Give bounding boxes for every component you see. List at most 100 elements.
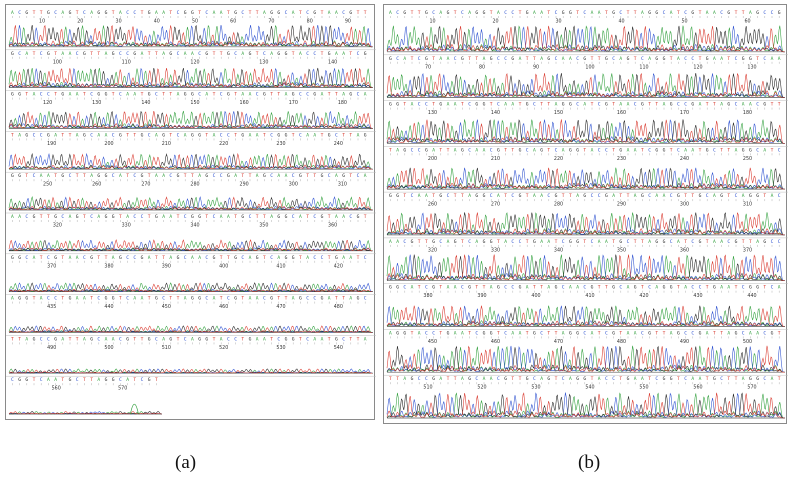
base-call-letter: A	[177, 92, 180, 98]
base-call-letter: C	[670, 239, 673, 245]
base-call-letter: G	[576, 147, 579, 153]
base-call-letter: C	[119, 377, 122, 383]
base-call-letter: T	[627, 193, 630, 199]
base-call-letter: G	[119, 132, 122, 138]
base-call-letter: G	[148, 377, 151, 383]
base-call-letter: C	[313, 214, 316, 220]
base-call-letter: T	[605, 285, 608, 291]
base-call-letter: A	[691, 376, 694, 382]
base-call-letter: A	[105, 336, 108, 342]
base-call-letter: A	[313, 132, 316, 138]
position-label: 150	[554, 110, 563, 116]
base-call-letter: A	[439, 10, 442, 16]
base-call-letter: G	[198, 214, 201, 220]
position-label: 320	[53, 223, 62, 229]
base-call-letter: T	[40, 10, 43, 16]
base-call-letter: T	[299, 336, 302, 342]
base-call-letter: A	[540, 56, 543, 62]
base-call-letter: G	[299, 296, 302, 302]
trace-G	[386, 167, 785, 190]
base-call-letter: C	[677, 102, 680, 108]
base-call-letter: C	[425, 330, 428, 336]
base-call-letter: G	[69, 296, 72, 302]
base-call-letter: T	[425, 239, 428, 245]
base-call-letter: C	[706, 193, 709, 199]
trace-T	[386, 305, 785, 327]
base-call-letter: A	[627, 285, 630, 291]
base-call-letter: A	[249, 255, 252, 261]
base-call-letter: A	[69, 92, 72, 98]
base-call-letter: A	[547, 239, 550, 245]
base-call-letter: A	[547, 285, 550, 291]
position-label: 160	[617, 110, 626, 116]
base-call-letter: C	[713, 147, 716, 153]
base-call-letter: T	[263, 214, 266, 220]
base-call-letter: G	[569, 330, 572, 336]
base-call-letter: G	[321, 173, 324, 179]
base-call-letter: C	[18, 51, 21, 57]
position-label: 160	[240, 100, 249, 106]
base-call-letter: T	[411, 56, 414, 62]
base-call-letter: C	[220, 132, 223, 138]
base-call-letter: G	[756, 193, 759, 199]
base-call-letter: T	[663, 330, 666, 336]
position-label: 510	[423, 385, 432, 391]
base-call-letter: A	[483, 147, 486, 153]
position-label: 50	[681, 19, 687, 25]
base-call-letter: G	[677, 330, 680, 336]
base-call-letter: C	[461, 10, 464, 16]
base-call-letter: G	[663, 147, 666, 153]
trace-G	[386, 212, 785, 236]
base-call-letter: C	[468, 102, 471, 108]
base-call-letter: C	[198, 51, 201, 57]
base-call-letter: G	[475, 102, 478, 108]
base-call-letter: A	[511, 102, 514, 108]
position-label: 130	[428, 110, 437, 116]
base-call-letter: T	[533, 56, 536, 62]
base-call-letter: T	[655, 102, 658, 108]
trace-G	[386, 345, 785, 373]
base-call-letter: A	[591, 147, 594, 153]
base-call-letter: A	[205, 92, 208, 98]
trace-G	[8, 110, 373, 129]
base-call-letter: T	[112, 10, 115, 16]
base-call-letter: A	[727, 285, 730, 291]
base-call-letter: A	[778, 285, 781, 291]
base-call-letter: G	[706, 56, 709, 62]
base-call-letter: C	[598, 193, 601, 199]
trace-G	[386, 254, 785, 281]
base-call-letter: T	[418, 10, 421, 16]
base-call-letter: A	[40, 173, 43, 179]
base-call-letter: C	[396, 10, 399, 16]
trace-G	[8, 282, 373, 292]
base-call-letter: A	[641, 10, 644, 16]
base-call-letter: A	[403, 376, 406, 382]
base-call-letter: C	[155, 336, 158, 342]
panel-b-caption: (b)	[578, 452, 601, 473]
position-label: 200	[428, 156, 437, 162]
position-label: 370	[47, 263, 56, 269]
base-call-letter: A	[263, 10, 266, 16]
base-call-letter: T	[205, 214, 208, 220]
base-call-letter: G	[526, 102, 529, 108]
base-call-letter: G	[155, 296, 158, 302]
base-call-letter: A	[468, 193, 471, 199]
base-call-letter: G	[612, 10, 615, 16]
base-call-letter: G	[105, 296, 108, 302]
position-label: 300	[289, 182, 298, 188]
position-label: 410	[585, 293, 594, 299]
base-call-letter: G	[605, 193, 608, 199]
base-call-letter: C	[555, 56, 558, 62]
base-call-letter: T	[454, 193, 457, 199]
base-call-letter: T	[619, 330, 622, 336]
base-call-letter: C	[213, 173, 216, 179]
base-call-letter: T	[468, 330, 471, 336]
base-call-letter: C	[771, 239, 774, 245]
position-label: 470	[276, 304, 285, 310]
base-call-letter: G	[112, 377, 115, 383]
base-call-letter: A	[749, 330, 752, 336]
base-call-letter: A	[76, 92, 79, 98]
